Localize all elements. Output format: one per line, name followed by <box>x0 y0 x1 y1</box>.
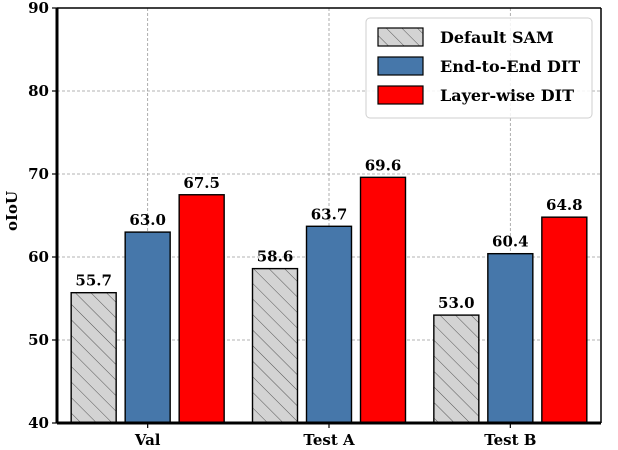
bar-layer-wise-dit-val <box>178 194 225 424</box>
legend-swatch-end-to-end-dit <box>377 56 424 76</box>
bar-end-to-end-dit-val <box>124 231 171 424</box>
bar-value-label: 69.6 <box>365 156 402 174</box>
bar-value-label: 67.5 <box>183 174 220 192</box>
bar-layer-wise-dit-test-b <box>541 216 588 424</box>
bar-value-label: 55.7 <box>75 272 112 290</box>
bar-value-label: 63.7 <box>311 205 348 223</box>
legend: Default SAM End-to-End DIT Layer-wise DIT <box>365 17 593 119</box>
y-tick-label: 80 <box>28 82 49 100</box>
bars <box>70 176 588 424</box>
bar-default-sam-val <box>70 291 117 424</box>
legend-swatch-layer-wise-dit <box>377 85 424 105</box>
bar-value-label: 64.8 <box>546 196 583 214</box>
y-tick-label: 50 <box>28 331 49 349</box>
bar-default-sam-test-a <box>251 267 299 424</box>
bar-default-sam-test-b <box>433 314 480 424</box>
y-tick-label: 60 <box>28 248 49 266</box>
y-tick-label: 90 <box>28 0 49 17</box>
axes: 40 50 60 70 80 90 Val Test A Test B <box>28 0 602 449</box>
bar-end-to-end-dit-test-a <box>305 225 353 424</box>
x-tick-label: Test B <box>484 431 536 449</box>
legend-label: End-to-End DIT <box>440 57 580 76</box>
legend-label: Layer-wise DIT <box>440 86 574 105</box>
x-tick-label: Val <box>134 431 161 449</box>
bar-value-label: 53.0 <box>438 294 475 312</box>
y-axis-label: oIoU <box>3 191 21 231</box>
bar-value-label: 63.0 <box>129 211 166 229</box>
data-labels: 55.7 63.0 67.5 58.6 63.7 69.6 53.0 60.4 64.8 <box>75 156 582 312</box>
bar-layer-wise-dit-test-a <box>359 176 407 424</box>
y-tick-label: 40 <box>28 414 49 432</box>
bar-value-label: 60.4 <box>492 233 529 251</box>
legend-swatch-default-sam <box>377 27 424 47</box>
bar-value-label: 58.6 <box>257 248 294 266</box>
legend-label: Default SAM <box>440 28 554 47</box>
x-tick-label: Test A <box>303 431 355 449</box>
bar-end-to-end-dit-test-b <box>487 252 534 424</box>
y-tick-label: 70 <box>28 165 49 183</box>
